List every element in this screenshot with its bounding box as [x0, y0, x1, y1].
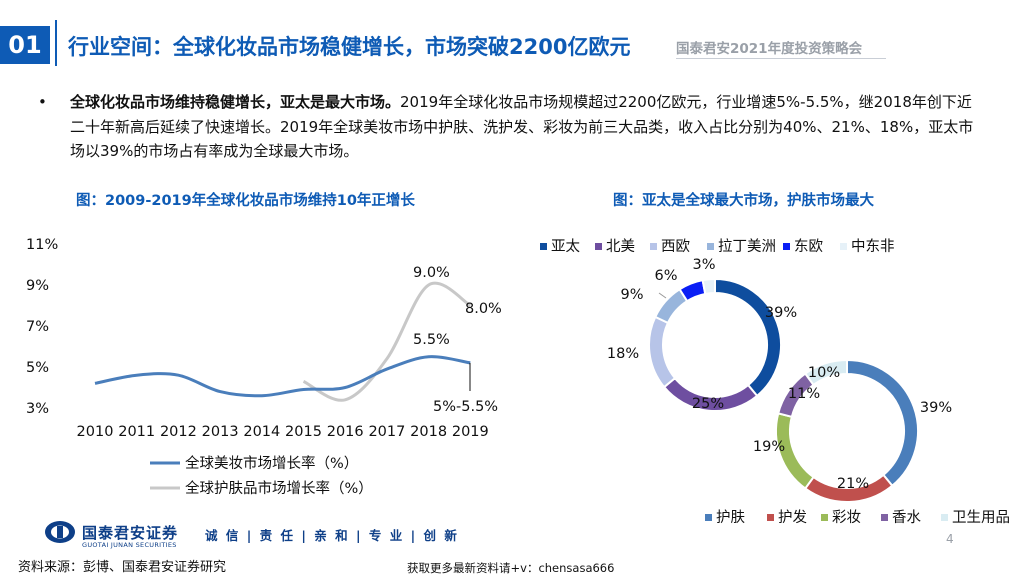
company-logo-icon — [45, 521, 75, 543]
category-slice-label: 39% — [920, 400, 952, 416]
growth-line-chart: 3%5%7%9%11%2010 2011 2012 2013 2014 2015 2016 2… — [26, 237, 502, 497]
region-slice — [648, 315, 677, 389]
category-slice — [846, 358, 919, 488]
legend-label: 全球美妆市场增长率（%） — [185, 454, 358, 472]
x-tick-label: 2013 — [202, 424, 239, 440]
region-legend-swatch — [840, 243, 847, 250]
y-tick-label: 11% — [26, 237, 58, 253]
category-legend-swatch — [881, 514, 888, 521]
market-donut-charts: 亚太 北美 西欧 拉丁美洲 东欧 中东非 39% 25% 18% 9% 6% 3% 39% 21% 19% 1… — [540, 238, 1010, 526]
left-figure-title: 图：2009-2019年全球化妆品市场维持10年正增长 — [76, 193, 415, 209]
category-legend-swatch — [705, 514, 712, 521]
right-figure-title: 图：亚太是全球最大市场，护肤市场最大 — [613, 193, 874, 209]
region-legend-swatch — [595, 243, 602, 250]
category-slice-label: 21% — [837, 476, 869, 492]
y-tick-label: 9% — [26, 278, 49, 294]
region-legend-swatch — [540, 243, 547, 250]
y-tick-label: 7% — [26, 319, 49, 335]
region-legend-label: 西欧 — [661, 238, 690, 255]
bullet-bold-lead: 全球化妆品市场维持稳健增长，亚太是最大市场。 — [70, 93, 401, 111]
region-slice-label: 18% — [607, 346, 639, 362]
region-slice-label: 39% — [765, 305, 797, 321]
region-legend-swatch — [650, 243, 657, 250]
category-slice-label: 19% — [753, 439, 785, 455]
bullet-body: 2019年全球化妆品市场规模超过2200亿欧元，行业增速5%-5.5%，继201… — [70, 93, 974, 160]
x-tick-label: 2010 — [77, 424, 114, 440]
series-line-beauty-market — [94, 355, 471, 398]
category-legend-swatch — [821, 514, 828, 521]
x-tick-label: 2019 — [452, 424, 489, 440]
y-tick-label: 5% — [26, 360, 49, 376]
annotation-label: 5%-5.5% — [433, 399, 498, 415]
region-slice — [714, 277, 782, 398]
data-source-note: 资料来源：彭博、国泰君安证券研究 — [18, 560, 227, 575]
header-divider — [55, 20, 57, 66]
bullet-paragraph: 全球化妆品市场维持稳健增长，亚太是最大市场。2019年全球化妆品市场规模超过22… — [70, 90, 975, 164]
category-slice — [803, 358, 848, 387]
section-number-badge: 01 — [0, 26, 50, 64]
x-tick-label: 2015 — [285, 424, 322, 440]
region-slice-label: 9% — [620, 287, 643, 303]
footer-contact-note: 获取更多最新资料请+v：chensasa666 — [407, 561, 615, 575]
category-slice-label: 10% — [808, 365, 840, 381]
x-tick-label: 2017 — [368, 424, 405, 440]
annotation-label: 8.0% — [465, 301, 502, 317]
category-legend-swatch — [767, 514, 774, 521]
x-tick-label: 2016 — [327, 424, 364, 440]
region-legend-label: 拉丁美洲 — [718, 238, 776, 255]
annotation-label: 9.0% — [413, 265, 450, 281]
series-line-skincare-market — [302, 281, 472, 402]
bullet-dot: • — [38, 93, 47, 111]
category-legend-label: 彩妆 — [832, 509, 861, 526]
slide-title: 行业空间：全球化妆品市场稳健增长，市场突破2200亿欧元 — [68, 35, 631, 59]
company-logo-name: 国泰君安证券 — [82, 524, 179, 542]
region-legend-label: 东欧 — [794, 238, 823, 255]
region-legend-swatch — [783, 243, 790, 250]
category-legend-label: 卫生用品 — [952, 509, 1010, 526]
region-legend-label: 亚太 — [551, 238, 580, 255]
legend-label: 全球护肤品市场增长率（%） — [185, 479, 373, 497]
annotation-label: 5.5% — [413, 332, 450, 348]
category-legend-label: 护肤 — [716, 509, 745, 526]
region-legend-label: 北美 — [606, 238, 635, 255]
header-tag: 国泰君安2021年度投资策略会 — [676, 41, 863, 57]
slide-number: 4 — [946, 532, 954, 546]
region-slice-label: 6% — [654, 268, 677, 284]
x-tick-label: 2014 — [243, 424, 280, 440]
category-legend-label: 护发 — [778, 509, 807, 526]
category-legend-label: 香水 — [892, 509, 921, 526]
region-legend-label: 中东非 — [851, 238, 895, 255]
x-tick-label: 2018 — [410, 424, 447, 440]
category-legend-swatch — [941, 514, 948, 521]
category-slice-label: 11% — [788, 386, 820, 402]
y-tick-label: 3% — [26, 401, 49, 417]
region-legend-swatch — [707, 243, 714, 250]
region-slice-label: 25% — [692, 396, 724, 412]
region-slice — [701, 277, 716, 296]
region-slice-label: 3% — [692, 257, 715, 273]
company-slogan: 诚 信 | 责 任 | 亲 和 | 专 业 | 创 新 — [205, 528, 459, 543]
x-tick-label: 2011 — [118, 424, 155, 440]
company-logo-english: GUOTAI JUNAN SECURITIES — [82, 541, 177, 549]
region-leader-line — [658, 292, 667, 299]
header-rule — [676, 58, 886, 59]
x-tick-label: 2012 — [160, 424, 197, 440]
